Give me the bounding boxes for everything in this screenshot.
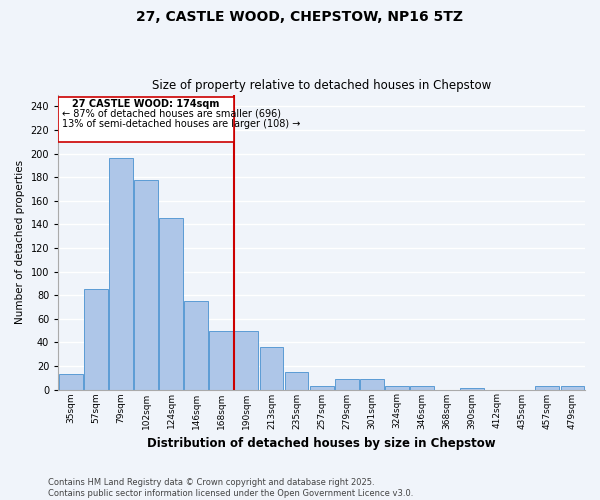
Bar <box>159 218 183 390</box>
Bar <box>184 301 208 390</box>
Text: Contains HM Land Registry data © Crown copyright and database right 2025.
Contai: Contains HM Land Registry data © Crown c… <box>48 478 413 498</box>
Bar <box>410 386 434 390</box>
Bar <box>460 388 484 390</box>
Text: ← 87% of detached houses are smaller (696): ← 87% of detached houses are smaller (69… <box>62 108 281 118</box>
Text: 13% of semi-detached houses are larger (108) →: 13% of semi-detached houses are larger (… <box>62 120 301 130</box>
Bar <box>310 386 334 390</box>
Bar <box>335 379 359 390</box>
Text: 27, CASTLE WOOD, CHEPSTOW, NP16 5TZ: 27, CASTLE WOOD, CHEPSTOW, NP16 5TZ <box>137 10 464 24</box>
Text: 27 CASTLE WOOD: 174sqm: 27 CASTLE WOOD: 174sqm <box>73 98 220 108</box>
Title: Size of property relative to detached houses in Chepstow: Size of property relative to detached ho… <box>152 79 491 92</box>
Bar <box>109 158 133 390</box>
Bar <box>235 330 258 390</box>
Bar <box>560 386 584 390</box>
FancyBboxPatch shape <box>58 97 234 142</box>
X-axis label: Distribution of detached houses by size in Chepstow: Distribution of detached houses by size … <box>147 437 496 450</box>
Y-axis label: Number of detached properties: Number of detached properties <box>15 160 25 324</box>
Bar <box>260 347 283 390</box>
Bar <box>209 330 233 390</box>
Bar <box>134 180 158 390</box>
Bar <box>84 289 108 390</box>
Bar <box>284 372 308 390</box>
Bar <box>59 374 83 390</box>
Bar <box>535 386 559 390</box>
Bar <box>360 379 383 390</box>
Bar <box>385 386 409 390</box>
